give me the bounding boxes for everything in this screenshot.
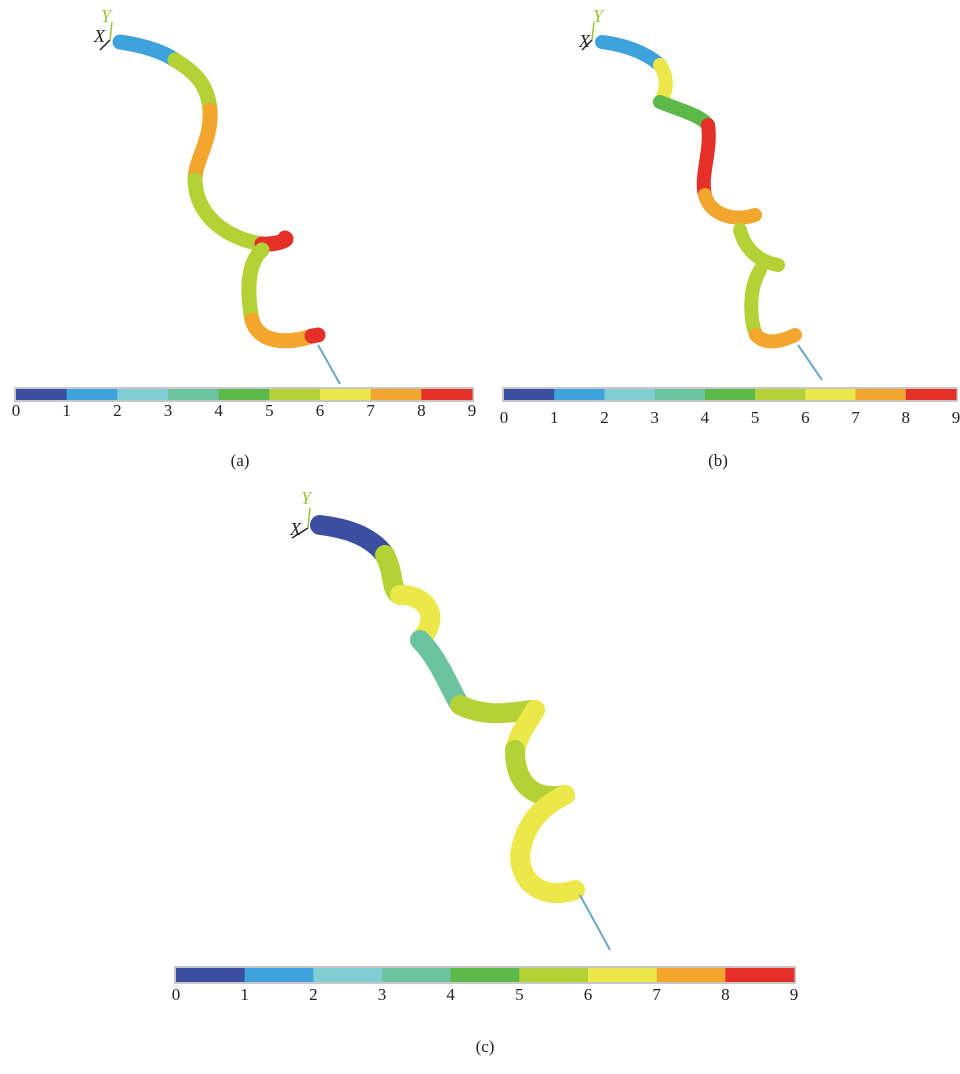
colorbar-tick-label: 6	[584, 985, 593, 1004]
colorbar-segment	[905, 389, 957, 400]
axis-label: X	[289, 519, 302, 539]
colorbar-segment	[855, 389, 907, 400]
colorbar-segment	[755, 389, 806, 400]
colorbar-segment	[604, 389, 656, 400]
colorbar-segment	[218, 389, 270, 400]
colorbar-segment	[725, 968, 795, 982]
colorbar-segment	[554, 389, 605, 400]
colorbar-tick-label: 2	[600, 408, 609, 427]
panel-label: (b)	[708, 451, 728, 470]
axis-triad	[99, 21, 595, 539]
colorbar-tick-label: 0	[172, 985, 181, 1004]
needle	[797, 344, 823, 381]
colorbar-tick-label: 0	[12, 401, 21, 420]
colorbar-tick-label: 3	[378, 985, 387, 1004]
colorbar-tick-label: 6	[801, 408, 810, 427]
colorbar-tick-label: 4	[701, 408, 710, 427]
colorbar-segment	[421, 389, 473, 400]
colorbar-segment	[168, 389, 220, 400]
colorbar-segment	[269, 389, 321, 400]
colorbar-tick-label: 1	[550, 408, 559, 427]
colorbar-tick-label: 8	[721, 985, 730, 1004]
colorbar-tick-label: 9	[790, 985, 799, 1004]
colorbar-tick-label: 1	[240, 985, 249, 1004]
axis-label: Y	[593, 6, 605, 26]
colorbar-tick-label: 9	[952, 408, 960, 427]
colorbar-segment	[805, 389, 857, 400]
axis-label: X	[93, 26, 106, 46]
colorbar-tick-label: 5	[751, 408, 760, 427]
colorbar-segment	[320, 389, 372, 400]
colorbar-segment	[313, 968, 383, 982]
colorbar-tick-label: 8	[417, 401, 426, 420]
colorbar-tick-label: 6	[316, 401, 325, 420]
colorbar-segment	[66, 389, 118, 400]
axis-label: Y	[301, 488, 313, 508]
colorbar-tick-label: 7	[366, 401, 375, 420]
panel-label: (a)	[231, 451, 250, 470]
axis-label: Y	[101, 6, 113, 26]
colorbar-segment	[704, 389, 756, 400]
tube-b	[595, 35, 802, 349]
colorbar-segment	[519, 968, 589, 982]
colorbar-tick-label: 0	[500, 408, 509, 427]
colorbar-tick-label: 5	[515, 985, 524, 1004]
colorbar-tick-label: 4	[214, 401, 223, 420]
tube-a	[112, 34, 326, 349]
colorbar-tick-label: 3	[164, 401, 173, 420]
colorbar-segment	[117, 389, 169, 400]
colorbar-tick-label: 7	[851, 408, 860, 427]
colorbar-segment	[370, 389, 422, 400]
axis-label: X	[578, 31, 591, 51]
colorbar-segment	[588, 968, 658, 982]
colorbar-tick-label: 1	[62, 401, 71, 420]
colorbar-segment	[16, 389, 68, 400]
colorbar-tick-label: 2	[113, 401, 122, 420]
colorbar-segment	[244, 968, 314, 982]
colorbar-tick-label: 8	[902, 408, 911, 427]
colorbar-segment	[382, 968, 452, 982]
colorbar-tick-label: 4	[446, 985, 455, 1004]
colorbar-segment	[450, 968, 520, 982]
colorbar-segment	[176, 968, 246, 982]
tube-c	[310, 515, 585, 904]
colorbar-tick-label: 5	[265, 401, 274, 420]
colorbar-tick-label: 3	[650, 408, 659, 427]
colorbar-segment	[654, 389, 706, 400]
colorbar-segment	[656, 968, 726, 982]
needle	[579, 894, 611, 951]
colorbar-tick-label: 9	[468, 401, 477, 420]
colorbar-tick-label: 7	[652, 985, 661, 1004]
colorbar-segment	[504, 389, 555, 400]
colorbar-tick-label: 2	[309, 985, 318, 1004]
needle	[317, 344, 341, 385]
panel-label: (c)	[476, 1037, 495, 1056]
